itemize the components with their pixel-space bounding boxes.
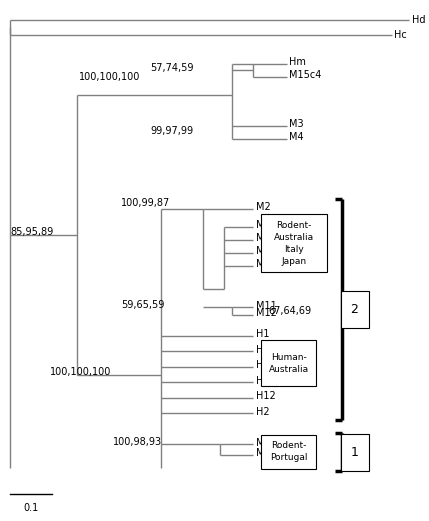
Text: M9: M9 [256,246,270,256]
Text: 100,100,100: 100,100,100 [79,71,140,81]
Text: M14: M14 [256,220,276,230]
Text: M3: M3 [289,119,304,129]
Text: M15c4: M15c4 [289,70,321,80]
Text: M6: M6 [256,438,270,448]
Text: M5: M5 [256,448,270,458]
Text: 100,100,100: 100,100,100 [50,367,111,377]
Text: 2: 2 [350,303,358,316]
Text: 1: 1 [350,446,358,459]
Text: H1: H1 [256,329,269,339]
FancyBboxPatch shape [341,291,369,328]
Text: Rodent-
Australia
Italy
Japan: Rodent- Australia Italy Japan [274,221,314,266]
Text: 100,98,93: 100,98,93 [113,437,162,447]
FancyBboxPatch shape [341,433,369,471]
Text: Human-
Australia: Human- Australia [269,353,309,374]
Text: M12: M12 [256,308,276,318]
Text: Hc: Hc [394,30,407,40]
Text: H2: H2 [256,407,269,417]
FancyBboxPatch shape [261,214,327,272]
Text: 85,95,89: 85,95,89 [11,227,54,237]
Text: 59,57,51: 59,57,51 [268,218,316,228]
Text: 67,64,69: 67,64,69 [268,306,311,316]
FancyBboxPatch shape [261,435,317,469]
Text: H5: H5 [256,344,269,355]
Text: 99,97,99: 99,97,99 [151,126,193,136]
Text: 0.1: 0.1 [23,503,39,513]
Text: H12: H12 [256,391,275,401]
Text: M2: M2 [256,202,270,212]
Text: H7: H7 [256,360,269,370]
Text: Rodent-
Portugal: Rodent- Portugal [270,441,308,462]
FancyBboxPatch shape [261,340,317,386]
Text: M11: M11 [256,301,276,311]
Text: H8: H8 [256,376,269,386]
Text: 59,65,59: 59,65,59 [121,300,164,309]
Text: M1: M1 [256,259,270,269]
Text: M4: M4 [289,132,304,142]
Text: Hm: Hm [289,57,306,67]
Text: M13: M13 [256,233,276,243]
Text: Hd: Hd [412,15,426,24]
Text: 57,74,59: 57,74,59 [151,63,194,73]
Text: 100,99,87: 100,99,87 [121,199,170,208]
